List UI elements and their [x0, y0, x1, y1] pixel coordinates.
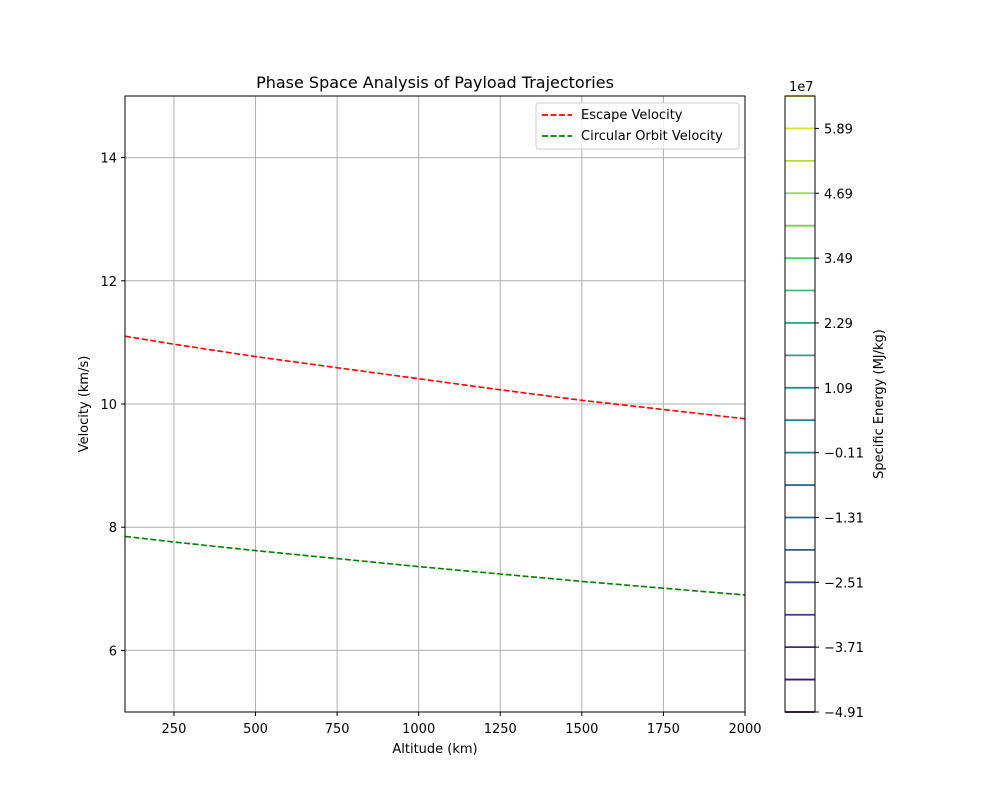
colorbar-tick-label: −4.91: [824, 706, 864, 721]
colorbar-frame: [784, 95, 816, 713]
y-tick-label: 6: [109, 644, 117, 659]
colorbar: −4.91 −3.71 −2.51 −1.31 −0.11 1.09 2.29 3.49 4.6…: [784, 80, 887, 721]
colorbar-label: Specific Energy (MJ/kg): [872, 329, 887, 479]
colorbar-tick-label: 3.49: [824, 252, 853, 267]
colorbar-tick-label: −2.51: [824, 576, 864, 591]
colorbar-multiplier: 1e7: [789, 80, 814, 95]
colorbar-tick-label: 2.29: [824, 317, 853, 332]
legend-label-escape: Escape Velocity: [581, 108, 683, 123]
x-tick-label: 1250: [484, 722, 517, 737]
y-axis-ticks: 6 8 10 12 14: [100, 152, 125, 659]
y-tick-label: 8: [109, 521, 117, 536]
colorbar-tick-label: −0.11: [824, 447, 864, 462]
legend-label-circular: Circular Orbit Velocity: [581, 129, 723, 144]
y-axis-label: Velocity (km/s): [77, 356, 92, 453]
chart-title: Phase Space Analysis of Payload Trajecto…: [256, 73, 614, 92]
series-line-circular-orbit-velocity: [124, 535, 746, 596]
colorbar-tick-label: −1.31: [824, 511, 864, 526]
colorbar-tick-label: 4.69: [824, 187, 853, 202]
x-tick-label: 2000: [728, 722, 761, 737]
colorbar-tick-label: 1.09: [824, 382, 853, 397]
legend: Escape Velocity Circular Orbit Velocity: [535, 102, 740, 150]
y-tick-label: 14: [100, 152, 117, 167]
x-tick-label: 250: [162, 722, 187, 737]
series-line-escape-velocity: [124, 335, 746, 420]
x-tick-label: 1750: [647, 722, 680, 737]
x-tick-label: 1500: [565, 722, 598, 737]
y-tick-label: 10: [100, 398, 117, 413]
x-tick-label: 750: [325, 722, 350, 737]
colorbar-levels: [785, 95, 815, 713]
colorbar-tick-label: 5.89: [824, 122, 853, 137]
grid-lines: [125, 96, 746, 712]
x-tick-label: 500: [243, 722, 268, 737]
y-tick-label: 12: [100, 275, 117, 290]
x-axis-label: Altitude (km): [392, 742, 477, 757]
data-series: [124, 335, 746, 596]
x-tick-label: 1000: [402, 722, 435, 737]
colorbar-ticks: −4.91 −3.71 −2.51 −1.31 −0.11 1.09 2.29 3.49 4.6…: [815, 122, 864, 721]
x-axis-ticks: 250 500 750 1000 1250 1500 1750 2000: [162, 712, 762, 737]
colorbar-tick-label: −3.71: [824, 641, 864, 656]
legend-box: [535, 102, 740, 150]
